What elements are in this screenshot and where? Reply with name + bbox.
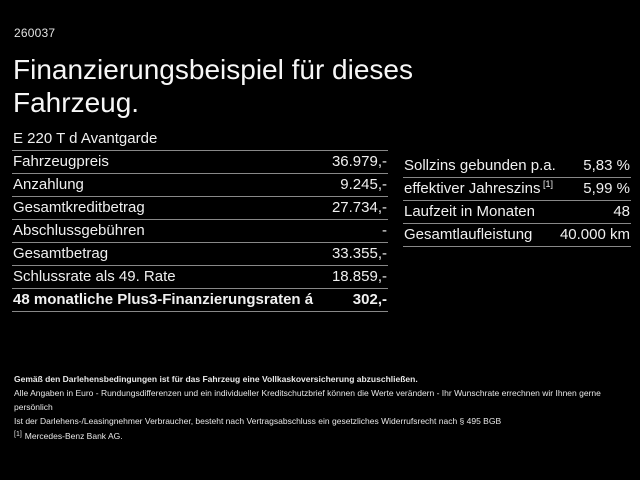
row-value: 18.859,-	[331, 268, 387, 285]
footnote-marker: [1]	[14, 431, 22, 438]
offer-code: 260037	[14, 26, 56, 40]
conditions-table: Sollzins gebunden p.a. 5,83 % effektiver J…	[403, 155, 631, 247]
row-label: effektiver Jahreszins [1]	[404, 179, 553, 198]
row-label: Anzahlung	[13, 176, 84, 193]
row-value: 5,99 %	[583, 180, 630, 197]
row-label: Schlussrate als 49. Rate	[13, 268, 176, 285]
vehicle-model: E 220 T d Avantgarde	[13, 130, 158, 147]
finance-table: E 220 T d Avantgarde Fahrzeugpreis 36.979…	[12, 128, 388, 312]
row-label: Gesamtkreditbetrag	[13, 199, 145, 216]
table-row: Gesamtlaufleistung 40.000 km	[403, 224, 631, 247]
footnote-text: Mercedes-Benz Bank AG.	[24, 431, 123, 441]
row-value: 36.979,-	[331, 153, 387, 170]
footer-disclaimer: Gemäß den Darlehensbedingungen ist für d…	[14, 372, 628, 443]
table-row: Schlussrate als 49. Rate 18.859,-	[12, 266, 388, 289]
row-value: 5,83 %	[583, 157, 630, 174]
table-row: Gesamtkreditbetrag 27.734,-	[12, 197, 388, 220]
row-label: Fahrzeugpreis	[13, 153, 109, 170]
disclaimer-line-2: Ist der Darlehens-/Leasingnehmer Verbrau…	[14, 416, 502, 426]
vehicle-model-row: E 220 T d Avantgarde	[12, 128, 388, 151]
row-label: Sollzins gebunden p.a.	[404, 157, 556, 174]
row-value: 9.245,-	[340, 176, 387, 193]
table-row: Abschlussgebühren -	[12, 220, 388, 243]
row-value: 48	[613, 203, 630, 220]
footnote-ref: [1]	[540, 179, 553, 189]
row-value: 302,-	[352, 291, 387, 308]
table-row: effektiver Jahreszins [1] 5,99 %	[403, 178, 631, 201]
page-title: Finanzierungsbeispiel für dieses Fahrzeu…	[13, 54, 413, 118]
table-row: Gesamtbetrag 33.355,-	[12, 243, 388, 266]
row-value: 40.000 km	[559, 226, 630, 243]
row-value: 27.734,-	[331, 199, 387, 216]
insurance-note: Gemäß den Darlehensbedingungen ist für d…	[14, 374, 418, 384]
table-row: Anzahlung 9.245,-	[12, 174, 388, 197]
row-label: Abschlussgebühren	[13, 222, 145, 239]
row-value: 33.355,-	[331, 245, 387, 262]
row-label: Laufzeit in Monaten	[404, 203, 535, 220]
disclaimer-line-1: Alle Angaben in Euro - Rundungsdifferenz…	[14, 388, 601, 412]
row-value: -	[382, 222, 387, 239]
table-row: 48 monatliche Plus3-Finanzierungsraten á…	[12, 289, 388, 312]
row-label: 48 monatliche Plus3-Finanzierungsraten á	[13, 291, 314, 308]
table-row: Fahrzeugpreis 36.979,-	[12, 151, 388, 174]
row-label: Gesamtlaufleistung	[404, 226, 533, 243]
table-row: Laufzeit in Monaten 48	[403, 201, 631, 224]
table-row: Sollzins gebunden p.a. 5,83 %	[403, 155, 631, 178]
row-label: Gesamtbetrag	[13, 245, 109, 262]
footnote: [1] Mercedes-Benz Bank AG.	[14, 428, 628, 443]
